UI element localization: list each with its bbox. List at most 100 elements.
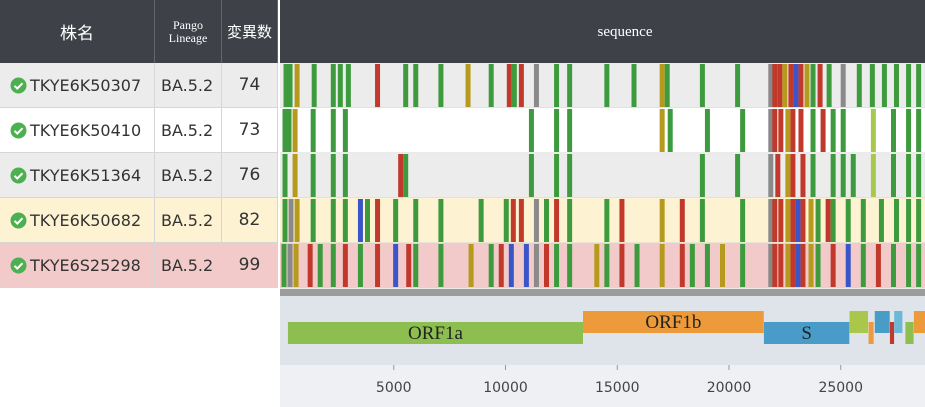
mutation (664, 64, 670, 107)
mutation (488, 64, 494, 107)
mutation (345, 64, 351, 107)
mutation (533, 244, 539, 287)
name-cell: TKYE6K50682 (0, 198, 155, 242)
mutation (772, 64, 778, 107)
mutation (772, 109, 778, 152)
mutation (310, 154, 316, 197)
lineage-cell: BA.5.2 (155, 153, 222, 197)
mutation (768, 154, 774, 197)
mutation (810, 109, 816, 152)
mutation (704, 244, 710, 287)
mutation (317, 244, 323, 287)
mutation (659, 109, 665, 152)
mutation (282, 154, 288, 197)
mutation (554, 244, 560, 287)
header-count: 変異数 (222, 0, 278, 63)
lineage-cell: BA.5.2 (155, 198, 222, 242)
mutation (785, 199, 791, 242)
mutation (554, 154, 560, 197)
gene-label: ORF1b (645, 312, 701, 333)
name-cell: TKYE6K50410 (0, 108, 155, 152)
mutation (634, 244, 640, 287)
mutation (800, 154, 806, 197)
mutation (840, 154, 846, 197)
mutation (768, 64, 774, 107)
mutation (403, 154, 409, 197)
mutation (840, 64, 846, 107)
mutation (511, 64, 517, 107)
mutation (292, 154, 298, 197)
mutation (528, 109, 534, 152)
mutation (800, 244, 806, 287)
mutation (604, 199, 610, 242)
mutation (679, 244, 685, 287)
mutation (468, 244, 474, 287)
sequence-row (280, 153, 925, 198)
mutation (287, 244, 293, 287)
mutation (890, 154, 896, 197)
gene-label: ORF1a (408, 323, 463, 344)
mutation (790, 244, 796, 287)
mutation (830, 199, 836, 242)
mutation (330, 64, 336, 107)
mutation (357, 199, 363, 242)
mutation (740, 244, 746, 287)
strain-name: TKYE6K50307 (30, 75, 142, 95)
gene (889, 322, 895, 344)
mutation (820, 109, 826, 152)
mutation (768, 244, 774, 287)
mutation (785, 109, 791, 152)
mutation (465, 64, 471, 107)
sequence-title: sequence (598, 24, 653, 40)
mutation (375, 64, 381, 107)
mutation (498, 244, 504, 287)
x-tick-label: 5000 (376, 380, 412, 396)
mutation (860, 244, 866, 287)
mutation (659, 199, 665, 242)
mutation (720, 244, 726, 287)
mutation (778, 199, 784, 242)
mutation (772, 199, 778, 242)
mutation (357, 244, 363, 287)
gene (583, 311, 764, 333)
mutation (850, 154, 856, 197)
mutation (528, 154, 534, 197)
count-cell: 74 (222, 63, 278, 107)
mutation (567, 109, 573, 152)
sequence-header (280, 0, 925, 63)
mutation (506, 64, 512, 107)
mutation (699, 64, 705, 107)
axis-area (280, 365, 925, 407)
mutation (438, 199, 444, 242)
mutation (342, 244, 348, 287)
mutation (342, 199, 348, 242)
mutation (503, 199, 509, 242)
mutation (488, 244, 494, 287)
check-icon (10, 167, 27, 183)
mutation (778, 109, 784, 152)
table-row: TKYE6K50410 BA.5.2 73 (0, 108, 278, 153)
mutation (815, 244, 821, 287)
mutation (735, 64, 741, 107)
mutation (856, 64, 862, 107)
mutation (704, 109, 710, 152)
mutation (798, 64, 804, 107)
mutation (567, 199, 573, 242)
mutation (810, 64, 816, 107)
mutation (768, 109, 774, 152)
table-row: TKYE6K50307 BA.5.2 74 (0, 63, 278, 108)
sequence-panel: sequence ORF1a ORF1b S 5000 10000 15000 20000 2… (280, 0, 925, 407)
mutation (916, 154, 922, 197)
table-row: TKYE6K51364 BA.5.2 76 (0, 153, 278, 198)
mutation (659, 244, 665, 287)
mutation (870, 154, 876, 197)
gene (868, 322, 874, 344)
mutation (798, 109, 804, 152)
mutation (292, 109, 298, 152)
check-icon (10, 212, 27, 228)
mutation (288, 199, 294, 242)
gene (874, 311, 890, 333)
mutation (544, 199, 550, 242)
mutation (510, 199, 516, 242)
